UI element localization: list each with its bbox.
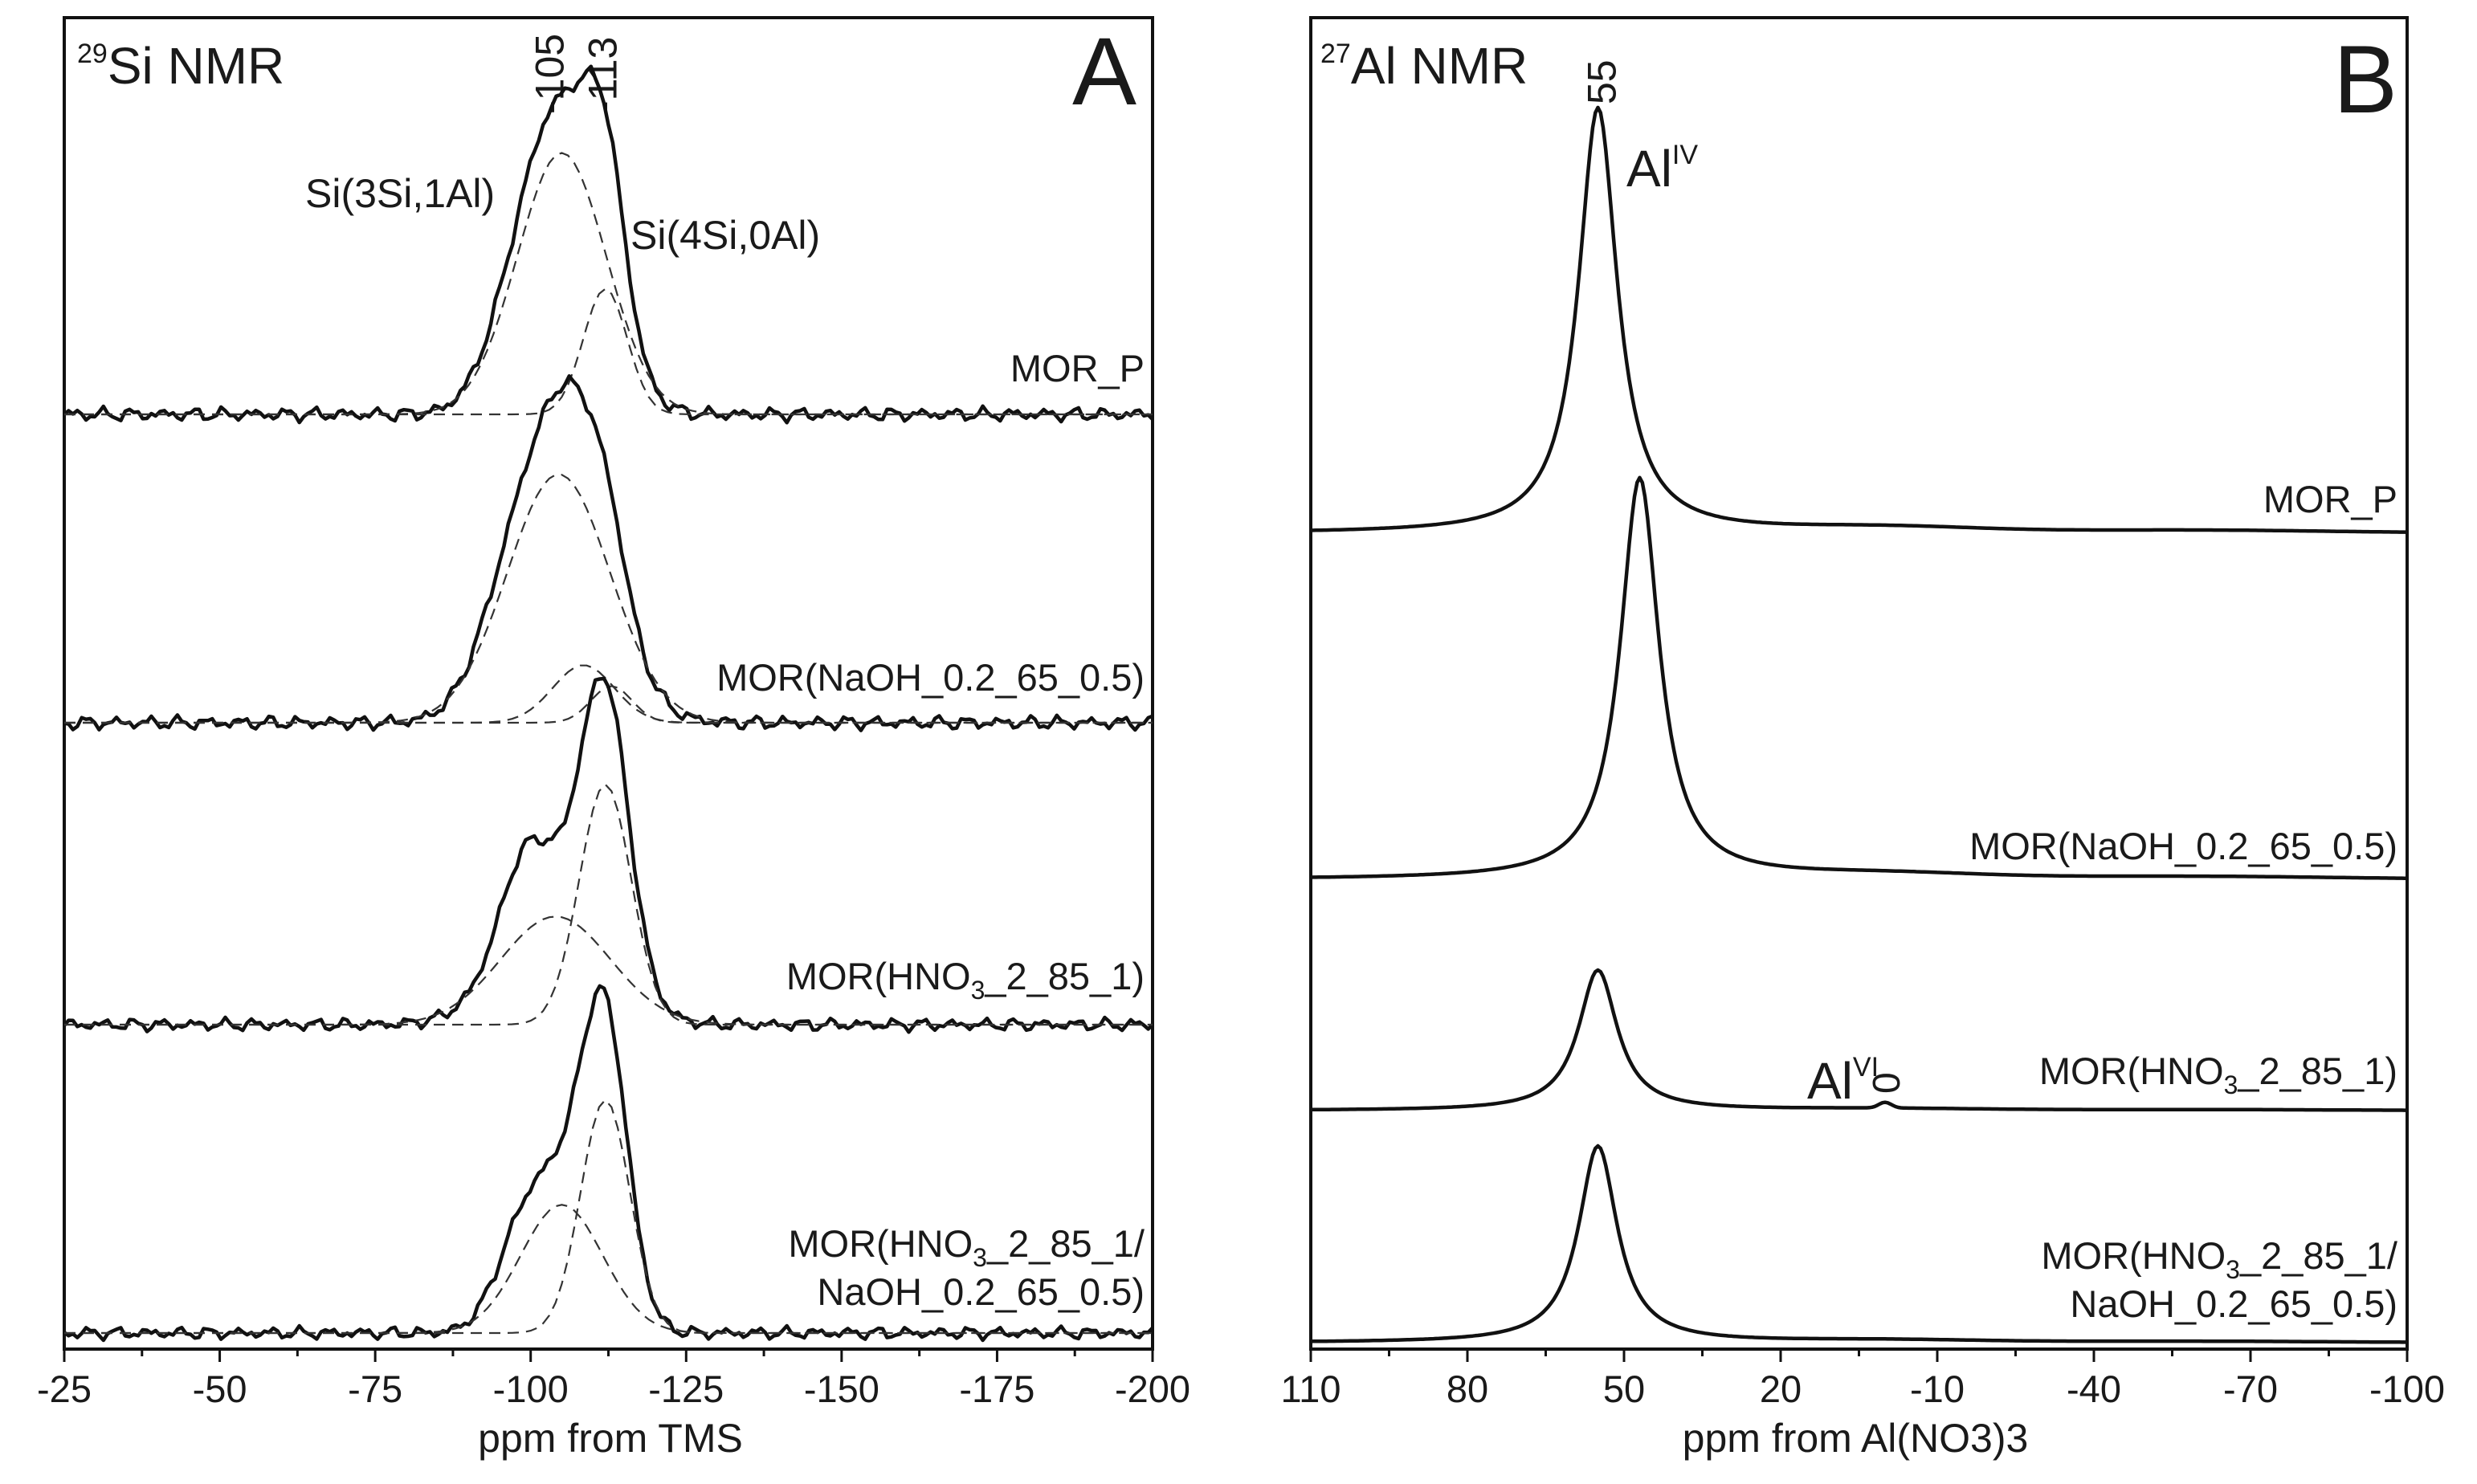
panel-b-xtick-label: -70 [2223, 1368, 2278, 1410]
panel-a-series-label-line2: NaOH_0.2_65_0.5) [817, 1270, 1145, 1313]
panel-b-frame [1309, 16, 2409, 1351]
panel-b-peak-label-55: 55 [1580, 59, 1625, 104]
panel-a-series-label: MOR(HNO3_2_85_1/ [788, 1222, 1145, 1272]
panel-b-series-label-part: _2_85_1) [2237, 1050, 2397, 1092]
panel-a-series-label-part: 3 [971, 976, 985, 1005]
panel-a-spectrum-1 [63, 374, 1153, 732]
panel-b-spectrum-3 [1310, 1144, 2407, 1344]
panel-b-series-label: MOR(HNO3_2_85_1) [2039, 1050, 2397, 1099]
panel-a-title: 29Si NMR [77, 37, 284, 95]
panel-a-series-label-part: _2_85_1/ [986, 1222, 1145, 1265]
panel-a-fit-3-0 [64, 1204, 1153, 1335]
species-label-al-vi: AlVI [1807, 1052, 1879, 1110]
panel-a-series-label: MOR(NaOH_0.2_65_0.5) [716, 656, 1145, 699]
panel-a-series-label: MOR_P [1010, 347, 1145, 389]
panel-a-title-main: Si NMR [108, 37, 284, 95]
panel-b-series-label-line2: NaOH_0.2_65_0.5) [2070, 1282, 2397, 1325]
al-vi-sup: VI [1853, 1052, 1879, 1082]
panel-b-title: 27Al NMR [1320, 37, 1528, 95]
panel-a-xtick-label: -50 [193, 1368, 247, 1410]
panel-a-xtick-label: -175 [959, 1368, 1034, 1410]
panel-a-series-label-part: _2_85_1) [984, 955, 1145, 997]
panel-b-peak-label-0: 0 [1866, 1072, 1908, 1094]
panel-b-xtick-label: 20 [1760, 1368, 1802, 1410]
panel-b-letter: B [2333, 26, 2397, 133]
panel-b-series-label-part: 3 [2224, 1070, 2238, 1099]
panel-a-fit-0-1 [64, 287, 1153, 416]
al-iv-sup: IV [1672, 140, 1698, 170]
species-label-si-4si-0al: Si(4Si,0Al) [630, 213, 820, 258]
panel-a-spectrum-2 [63, 676, 1154, 1034]
species-label-al-iv: AlIV [1626, 140, 1698, 198]
chart-marks: -25 -50 -75 -100 -125 -150 -175 -200-105 -113MOR… [37, 34, 2445, 1410]
panel-a-xtick-label: -25 [37, 1368, 92, 1410]
panel-a-letter: A [1072, 18, 1136, 125]
panel-b-spectrum-2 [1311, 968, 2407, 1112]
panel-b-xtick-label: 50 [1603, 1368, 1645, 1410]
panel-a-series-label-part: 3 [973, 1243, 987, 1272]
panel-b-xtick-label: -100 [2369, 1368, 2445, 1410]
panel-b-title-main: Al NMR [1351, 37, 1528, 95]
panel-a-series-label-part: MOR(HNO [788, 1222, 973, 1265]
panel-b-xtick-label: 110 [1281, 1368, 1341, 1410]
panel-b-series-label: MOR(HNO3_2_85_1/ [2041, 1234, 2398, 1284]
panel-b-xtick-label: -10 [1910, 1368, 1965, 1410]
panel-a-fit-0-0 [64, 152, 1153, 416]
panel-a-series-label: MOR(HNO3_2_85_1) [786, 955, 1145, 1005]
panel-a-spectrum-3 [63, 984, 1154, 1343]
al-vi-main: Al [1807, 1052, 1853, 1110]
panel-b-series-label-part: 3 [2226, 1255, 2240, 1284]
panel-b-spectrum-1 [1310, 475, 2407, 880]
panel-b-series-label-part: _2_85_1/ [2239, 1234, 2398, 1277]
panel-b-spectrum-0 [1310, 105, 2408, 534]
panel-a-xtick-label: -100 [493, 1368, 569, 1410]
panel-a-series-label-part: MOR(HNO [786, 955, 971, 997]
panel-a-xtick-label: -200 [1115, 1368, 1190, 1410]
panel-b-series-label: MOR_P [2263, 478, 2397, 520]
panel-b-xlabel: ppm from Al(NO3)3 [1683, 1416, 2029, 1461]
panel-b-xtick-label: 80 [1447, 1368, 1488, 1410]
panel-b-xtick-label: -40 [2067, 1368, 2121, 1410]
panel-b-series-label-part: MOR(HNO [2041, 1234, 2226, 1277]
panel-a-isotope: 29 [77, 39, 108, 69]
panel-b-series-label-part: MOR(HNO [2039, 1050, 2224, 1092]
al-iv-main: Al [1626, 140, 1672, 198]
panel-a-xtick-label: -150 [804, 1368, 879, 1410]
species-label-si-3si-1al: Si(3Si,1Al) [305, 171, 495, 216]
panel-a-fit-2-1 [64, 783, 1153, 1026]
panel-a-spectrum-0 [63, 64, 1154, 425]
panel-a-xtick-label: -125 [648, 1368, 724, 1410]
panel-b-isotope: 27 [1320, 39, 1351, 69]
panel-a-xtick-label: -75 [348, 1368, 402, 1410]
panel-a-peak-label: -105 [527, 34, 572, 114]
panel-a-xlabel: ppm from TMS [478, 1416, 743, 1461]
panel-b-series-label: MOR(NaOH_0.2_65_0.5) [1969, 825, 2397, 867]
